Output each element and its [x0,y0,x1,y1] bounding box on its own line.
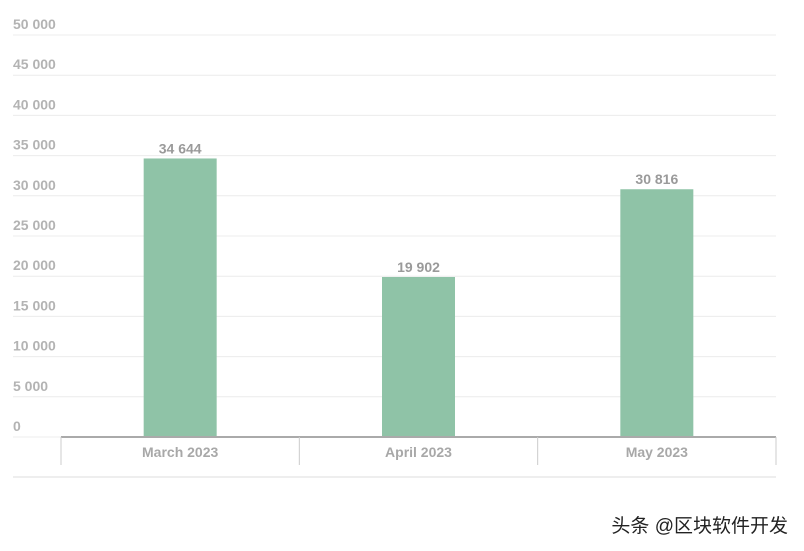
bar [143,158,217,438]
bar [620,189,694,437]
x-tick-label: March 2023 [142,444,218,460]
y-tick-label: 35 000 [13,137,56,153]
y-tick-label: 50 000 [13,16,56,32]
y-tick-label: 45 000 [13,56,56,72]
y-tick-label: 25 000 [13,217,56,233]
value-label: 30 816 [635,171,678,187]
x-tick-label: May 2023 [626,444,688,460]
value-label: 34 644 [159,140,202,156]
value-label: 19 902 [397,259,440,275]
x-tick-label: April 2023 [385,444,452,460]
y-tick-label: 0 [13,418,21,434]
watermark: 头条 @区块软件开发 [611,515,788,537]
y-tick-label: 20 000 [13,257,56,273]
y-tick-label: 30 000 [13,177,56,193]
y-tick-label: 15 000 [13,297,56,313]
bar [382,276,455,437]
y-tick-label: 40 000 [13,96,56,112]
y-tick-label: 5 000 [13,378,48,394]
y-tick-label: 10 000 [13,338,56,354]
